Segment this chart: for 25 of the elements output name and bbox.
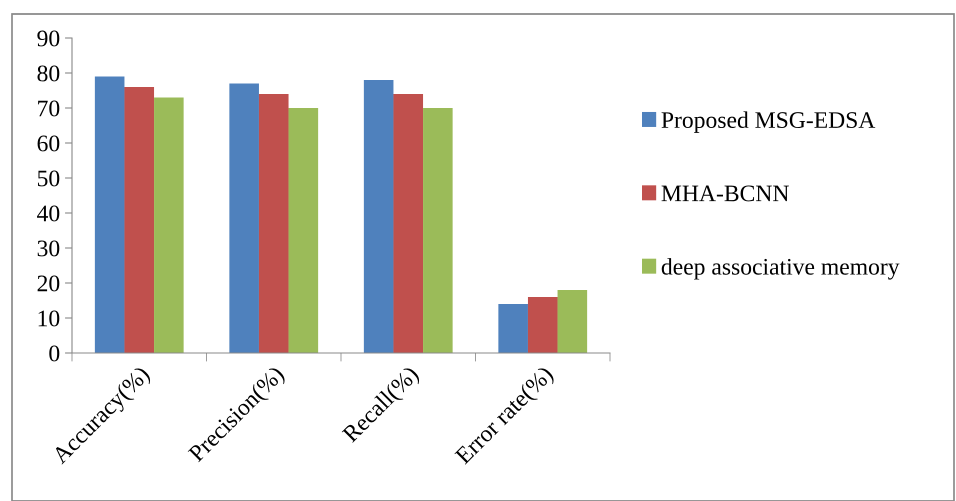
y-tick-label: 10 xyxy=(38,310,60,326)
bar xyxy=(154,98,184,353)
bar xyxy=(258,94,289,353)
y-tick-label: 60 xyxy=(38,135,60,152)
legend-label: deep associative memory xyxy=(662,258,900,280)
y-tick-label: 30 xyxy=(38,240,60,256)
legend-label: MHA-BCNN xyxy=(662,186,789,202)
y-tick-label: 70 xyxy=(38,100,60,116)
bar xyxy=(124,87,154,353)
y-tick-label: 50 xyxy=(38,170,60,186)
legend-label: Proposed MSG-EDSA xyxy=(662,111,876,133)
y-tick-label: 40 xyxy=(37,205,60,222)
bar xyxy=(288,108,318,353)
bar xyxy=(423,108,453,353)
bar xyxy=(229,84,259,353)
y-tick-label: 90 xyxy=(37,30,60,46)
bar xyxy=(94,76,124,353)
y-tick-label: 80 xyxy=(37,65,60,82)
bar xyxy=(528,297,558,353)
bar xyxy=(498,304,528,353)
y-tick-label: 20 xyxy=(38,275,60,292)
y-tick-label: 0 xyxy=(49,345,60,362)
bar xyxy=(364,80,394,353)
bar xyxy=(558,290,588,353)
bar xyxy=(393,94,424,353)
